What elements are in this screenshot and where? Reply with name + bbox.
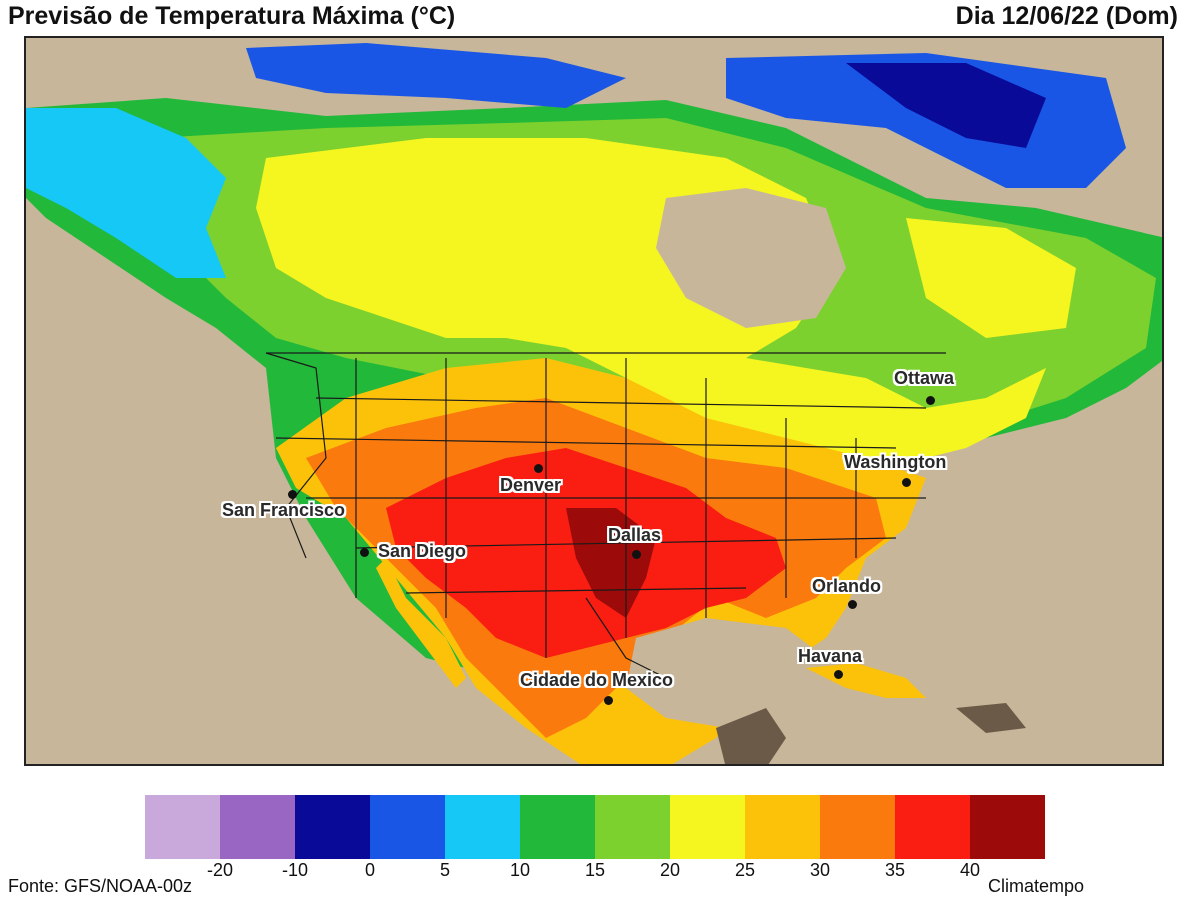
hispaniola — [956, 703, 1026, 733]
city-dot-ottawa — [926, 396, 935, 405]
legend-tick-0: -20 — [206, 860, 234, 880]
city-dot-denver — [534, 464, 543, 473]
zone-20-25 — [256, 138, 1046, 468]
city-dot-san-francisco — [288, 490, 297, 499]
map-title: Previsão de Temperatura Máxima (°C) — [8, 2, 456, 30]
city-label-denver: Denver — [500, 475, 562, 495]
legend-swatch-0 — [145, 795, 220, 859]
legend-tick-1: -10 — [281, 860, 309, 880]
city-label-cidade-do-mexico: Cidade do Mexico — [520, 670, 674, 690]
legend-tick-10: 40 — [959, 860, 981, 880]
city-label-san-francisco: San Francisco — [222, 500, 346, 520]
map-canvas — [26, 43, 1162, 764]
legend-tick-3: 5 — [439, 860, 451, 880]
legend-tick-6: 20 — [659, 860, 681, 880]
city-label-havana: Havana — [798, 646, 863, 666]
legend-swatch-9 — [820, 795, 895, 859]
city-dot-washington — [902, 478, 911, 487]
temperature-map: Ottawa Washington Denver San Francisco S… — [24, 36, 1164, 766]
legend-tick-8: 30 — [809, 860, 831, 880]
legend-swatch-3 — [370, 795, 445, 859]
legend-swatch-11 — [970, 795, 1045, 859]
zone-0-5-northeast — [726, 53, 1126, 188]
city-dot-san-diego — [360, 548, 369, 557]
city-label-san-diego: San Diego — [378, 541, 467, 561]
legend-tick-4: 10 — [509, 860, 531, 880]
city-label-dallas: Dallas — [608, 525, 662, 545]
zone-5-10-west — [26, 108, 226, 278]
legend-tick-5: 15 — [584, 860, 606, 880]
zone-neg10-0 — [846, 63, 1046, 148]
legend-swatch-4 — [445, 795, 520, 859]
city-dot-havana — [834, 670, 843, 679]
city-label-ottawa: Ottawa — [894, 368, 955, 388]
legend-swatch-5 — [520, 795, 595, 859]
color-scale-legend — [145, 795, 1045, 859]
zone-20-25-east — [906, 218, 1076, 338]
zone-40-plus — [566, 508, 656, 618]
legend-swatch-1 — [220, 795, 295, 859]
legend-swatch-7 — [670, 795, 745, 859]
city-dot-orlando — [848, 600, 857, 609]
legend-tick-7: 25 — [734, 860, 756, 880]
central-america — [716, 708, 786, 764]
legend-tick-9: 35 — [884, 860, 906, 880]
data-source: Fonte: GFS/NOAA-00z — [8, 876, 193, 896]
boundary-lines — [265, 352, 946, 679]
city-dot-cidade-do-mexico — [604, 696, 613, 705]
zone-0-5-north — [246, 43, 626, 108]
hudson-bay — [656, 188, 846, 328]
legend-swatch-8 — [745, 795, 820, 859]
brand-name: Climatempo — [988, 876, 1085, 896]
legend-swatch-2 — [295, 795, 370, 859]
baja-peninsula — [376, 558, 466, 688]
legend-swatch-6 — [595, 795, 670, 859]
gulf-of-mexico — [626, 618, 826, 728]
legend-swatch-10 — [895, 795, 970, 859]
cuba — [806, 663, 926, 698]
city-label-orlando: Orlando — [812, 576, 882, 596]
forecast-date: Dia 12/06/22 (Dom) — [955, 2, 1178, 30]
city-dot-dallas — [632, 550, 641, 559]
city-label-washington: Washington — [844, 452, 947, 472]
legend-tick-2: 0 — [364, 860, 376, 880]
